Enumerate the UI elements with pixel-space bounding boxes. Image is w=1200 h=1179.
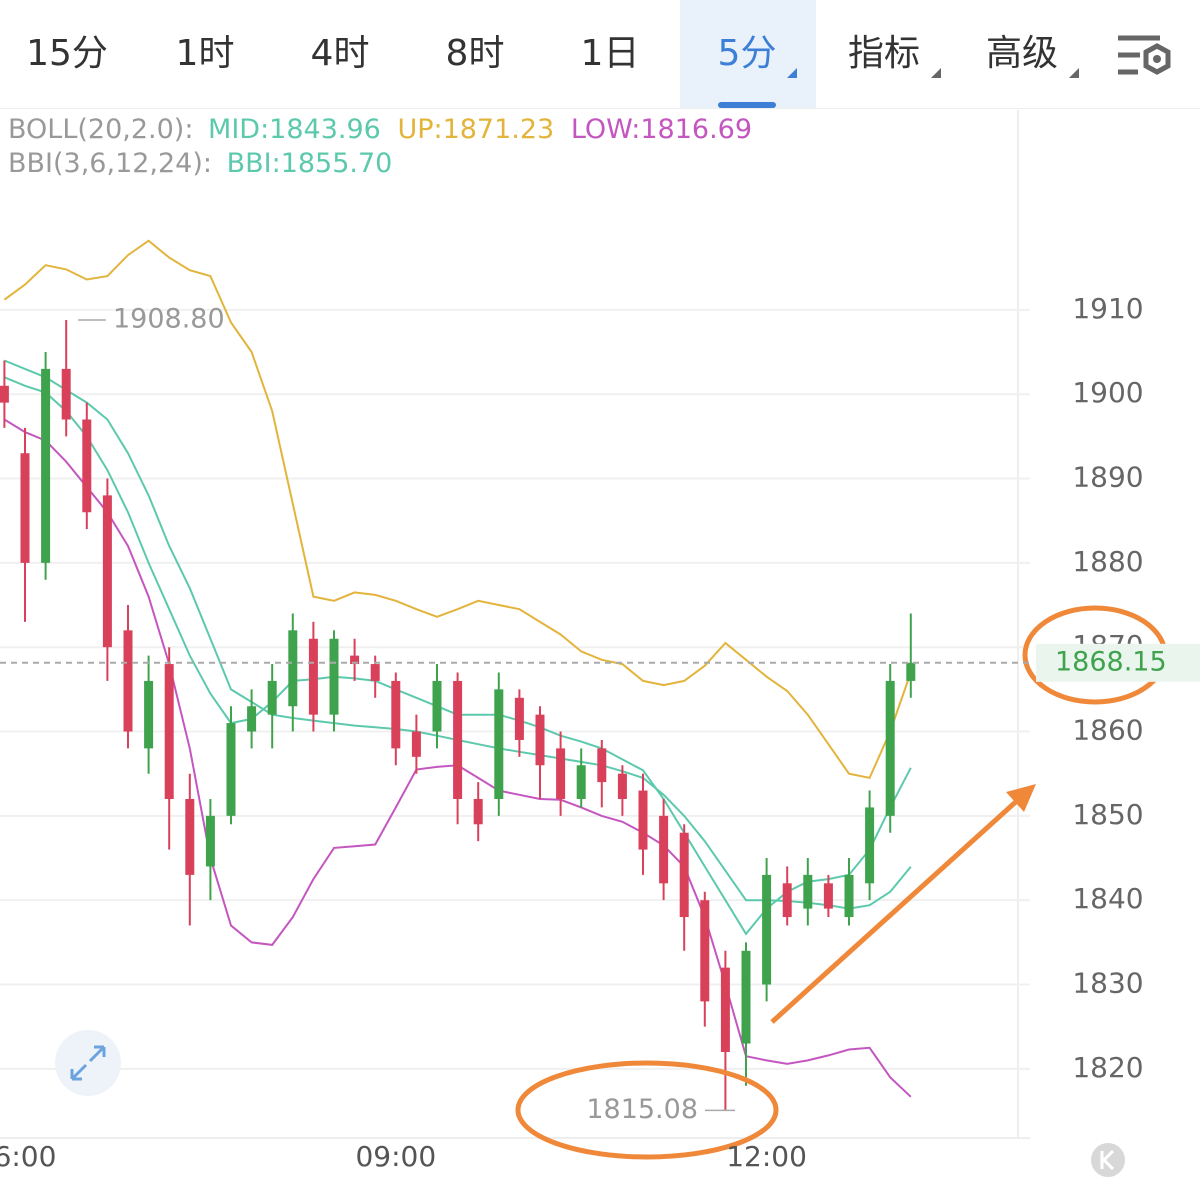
candle-body — [906, 662, 916, 681]
tab[interactable]: 15分 — [26, 33, 108, 74]
candle-body — [741, 950, 751, 1044]
tab-bar: 15分 1时 4时 8时 1日 5分 指标 高级 — [0, 0, 1200, 109]
y-tick-label: 1890 — [1072, 461, 1143, 494]
candle-body — [803, 874, 813, 909]
y-tick-label: 1910 — [1072, 292, 1143, 325]
candle-body — [782, 883, 792, 918]
active-tab-bg — [680, 0, 816, 108]
candle-body — [844, 874, 854, 918]
candle-body — [762, 874, 772, 985]
tab[interactable]: 高级 — [985, 33, 1059, 74]
tab[interactable]: 1日 — [580, 33, 640, 74]
dropdown-arrow — [1069, 68, 1079, 78]
candle-body — [556, 748, 566, 799]
candle-body — [638, 790, 648, 850]
low-label: 1815.08 — [586, 1094, 698, 1125]
y-tick-label: 1900 — [1072, 376, 1143, 409]
candle-body — [411, 731, 421, 757]
tab[interactable]: 5分 — [717, 33, 777, 74]
indicator-line — [4, 359, 912, 910]
indicator-line — [3, 239, 912, 780]
candle-body — [720, 967, 730, 1052]
high-label: 1908.80 — [113, 303, 225, 334]
y-tick-label: 1880 — [1072, 545, 1143, 578]
candle-body — [617, 773, 627, 799]
candle-body — [494, 689, 504, 799]
y-tick-label: 1840 — [1072, 882, 1143, 915]
collapse-button[interactable] — [1091, 1143, 1125, 1177]
y-tick-label: 1860 — [1072, 714, 1143, 747]
expand-button[interactable] — [55, 1030, 121, 1096]
annotations — [515, 605, 1168, 1160]
candle-body — [370, 664, 380, 681]
legend-entry: LOW:1816.69 — [571, 114, 752, 145]
candle-body — [205, 815, 215, 867]
y-tick-label: 1820 — [1072, 1051, 1143, 1084]
candle-body — [473, 798, 483, 825]
tab[interactable]: 8时 — [445, 33, 505, 74]
legend-boll: BOLL(20,2.0): MID:1843.96 UP:1871.23 LOW… — [8, 114, 752, 145]
tab[interactable]: 4时 — [310, 33, 370, 74]
candle-body — [329, 638, 339, 715]
candle-body — [20, 453, 30, 563]
candle-body — [514, 697, 524, 740]
candle-body — [823, 883, 833, 909]
candle-body — [0, 385, 9, 403]
candle-body — [164, 664, 174, 799]
candle-body — [535, 714, 545, 766]
y-tick-label: 1850 — [1072, 798, 1143, 831]
candle-body — [679, 832, 689, 918]
last-price-label: 1868.15 — [1055, 646, 1167, 677]
candle-body — [102, 495, 112, 648]
candle-body — [267, 680, 277, 715]
candle-body — [82, 419, 92, 513]
active-tab-underline — [718, 102, 776, 108]
plot — [0, 239, 916, 1111]
candle-body — [61, 368, 71, 420]
legend-bbi: BBI(3,6,12,24): BBI:1855.70 — [8, 148, 392, 179]
tab[interactable]: 1时 — [175, 33, 235, 74]
x-tick-label: 12:00 — [726, 1140, 807, 1173]
tab[interactable]: 指标 — [847, 33, 921, 74]
legend-label: BOLL(20,2.0): — [8, 114, 193, 145]
candle-body — [185, 798, 195, 875]
candle-body — [597, 748, 607, 783]
candle-body — [247, 706, 257, 732]
settings-icon[interactable] — [1118, 35, 1171, 75]
legend-entry: BBI:1855.70 — [227, 148, 393, 179]
x-tick-label: 09:00 — [355, 1140, 436, 1173]
dropdown-arrow — [787, 68, 797, 78]
candle-body — [659, 815, 669, 884]
candle-body — [308, 638, 318, 715]
legend-label: BBI(3,6,12,24): — [8, 148, 212, 179]
candle-body — [226, 723, 236, 816]
candle-body — [885, 680, 895, 816]
candle-body — [350, 655, 360, 665]
candle-body — [391, 680, 401, 749]
candle-body — [123, 630, 133, 732]
indicator-line — [4, 376, 912, 936]
candle-body — [144, 680, 154, 749]
last-price-box — [1036, 643, 1200, 682]
candle-body — [288, 630, 298, 707]
legend-entry: UP:1871.23 — [397, 114, 554, 145]
x-tick-label: 6:00 — [0, 1140, 56, 1173]
candle-body — [576, 765, 586, 799]
candle-body — [41, 368, 51, 563]
y-tick-label: 1830 — [1072, 967, 1143, 1000]
dropdown-arrow — [931, 68, 941, 78]
candle-body — [865, 807, 875, 884]
candle-body — [453, 680, 463, 799]
candle-body — [700, 900, 710, 1002]
tab-icons — [787, 35, 1171, 78]
grid — [0, 308, 1030, 1070]
legend-entry: MID:1843.96 — [208, 114, 381, 145]
candle-body — [432, 680, 442, 732]
